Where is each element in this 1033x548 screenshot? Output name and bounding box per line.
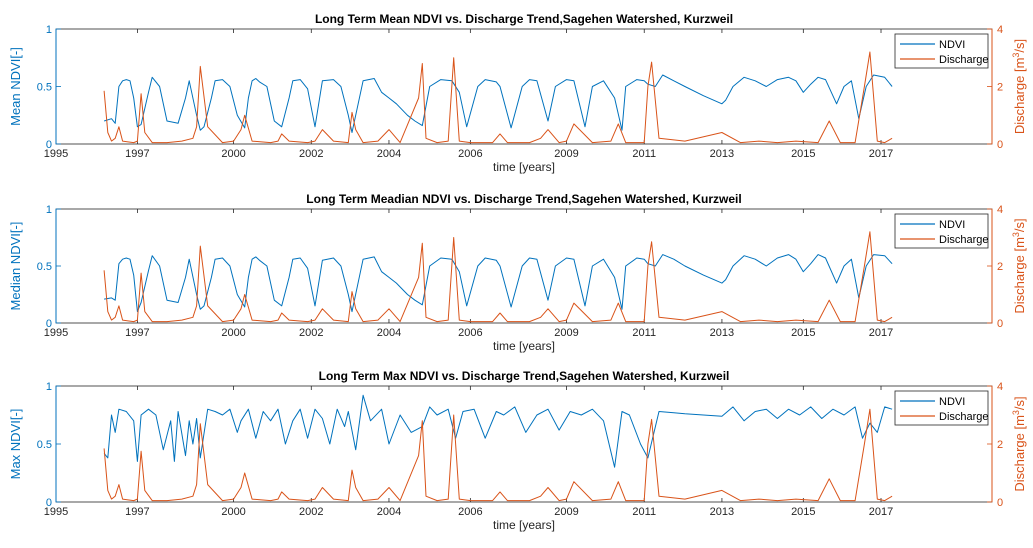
x-tick-label: 1995 xyxy=(44,327,68,339)
x-tick-label: 2017 xyxy=(869,148,893,160)
x-tick-label: 2015 xyxy=(791,327,815,339)
chart-title: Long Term Mean NDVI vs. Discharge Trend,… xyxy=(315,12,733,26)
x-tick-label: 2004 xyxy=(377,506,401,518)
y-left-tick-label: 0.5 xyxy=(37,82,52,94)
series-line-ndvi xyxy=(103,394,893,468)
legend-label-discharge: Discharge xyxy=(939,411,989,423)
series-line-discharge xyxy=(103,408,893,502)
y-right-tick-label: 4 xyxy=(997,381,1003,393)
x-tick-label: 2009 xyxy=(554,148,578,160)
x-tick-label: 2002 xyxy=(299,327,323,339)
x-tick-label: 2015 xyxy=(791,148,815,160)
x-tick-label: 1997 xyxy=(125,327,149,339)
legend-box xyxy=(894,390,989,426)
x-tick-label: 1997 xyxy=(125,506,149,518)
x-tick-label: 2006 xyxy=(458,506,482,518)
legend-label-discharge: Discharge xyxy=(939,54,989,66)
x-tick-label: 1997 xyxy=(125,148,149,160)
legend-box xyxy=(894,33,989,69)
series-line-discharge xyxy=(103,231,893,323)
chart-title: Long Term Max NDVI vs. Discharge Trend,S… xyxy=(319,369,730,383)
x-tick-label: 2011 xyxy=(632,506,656,518)
series-line-discharge xyxy=(103,51,893,144)
y-right-tick-label: 2 xyxy=(997,261,1003,273)
y-right-tick-label: 2 xyxy=(997,439,1003,451)
y-left-tick-label: 1 xyxy=(46,381,52,393)
chart-panel-2: Long Term Meadian NDVI vs. Discharge Tre… xyxy=(8,192,1027,353)
x-tick-label: 2011 xyxy=(632,327,656,339)
chart-title: Long Term Meadian NDVI vs. Discharge Tre… xyxy=(306,192,741,206)
y-left-axis-label: Median NDVI[-] xyxy=(8,222,23,311)
series-line-ndvi xyxy=(104,254,893,313)
legend: NDVI Discharge xyxy=(894,390,989,426)
y-left-tick-label: 0 xyxy=(46,497,52,509)
x-tick-label: 2017 xyxy=(869,506,893,518)
y-left-tick-label: 0 xyxy=(46,318,52,330)
x-tick-label: 2006 xyxy=(458,327,482,339)
x-tick-label: 2002 xyxy=(299,148,323,160)
x-tick-label: 2004 xyxy=(377,327,401,339)
y-right-label-main: Discharge [m xyxy=(1012,58,1027,135)
y-right-tick-label: 0 xyxy=(997,318,1003,330)
y-right-axis-label: Discharge [m3/s] xyxy=(1011,396,1027,491)
x-tick-label: 2015 xyxy=(791,506,815,518)
legend-label-ndvi: NDVI xyxy=(939,39,965,51)
y-right-label-end: /s] xyxy=(1012,396,1027,410)
y-right-label-main: Discharge [m xyxy=(1012,415,1027,492)
chart-panel-1: Long Term Mean NDVI vs. Discharge Trend,… xyxy=(8,12,1027,174)
y-right-label-sup: 3 xyxy=(1011,232,1021,237)
chart-panel-3: Long Term Max NDVI vs. Discharge Trend,S… xyxy=(8,369,1027,532)
x-tick-label: 2013 xyxy=(710,506,734,518)
x-tick-label: 2009 xyxy=(554,506,578,518)
y-right-tick-label: 4 xyxy=(997,204,1003,216)
x-tick-label: 2002 xyxy=(299,506,323,518)
y-right-label-end: /s] xyxy=(1012,39,1027,53)
x-axis-label: time [years] xyxy=(493,160,555,174)
y-right-axis-label: Discharge [m3/s] xyxy=(1011,39,1027,134)
legend: NDVI Discharge xyxy=(894,213,989,249)
y-right-label-sup: 3 xyxy=(1011,53,1021,58)
y-right-label-main: Discharge [m xyxy=(1012,237,1027,314)
x-tick-label: 2000 xyxy=(221,506,245,518)
y-left-axis-label: Mean NDVI[-] xyxy=(8,47,23,126)
y-left-tick-label: 0.5 xyxy=(37,261,52,273)
x-tick-label: 2000 xyxy=(221,148,245,160)
x-tick-label: 1995 xyxy=(44,506,68,518)
x-tick-label: 2013 xyxy=(710,148,734,160)
x-tick-label: 1995 xyxy=(44,148,68,160)
y-right-axis-label: Discharge [m3/s] xyxy=(1011,218,1027,313)
legend-label-discharge: Discharge xyxy=(939,234,989,246)
x-tick-label: 2017 xyxy=(869,327,893,339)
y-left-tick-label: 0 xyxy=(46,139,52,151)
x-tick-label: 2009 xyxy=(554,327,578,339)
x-tick-label: 2013 xyxy=(710,327,734,339)
y-right-label-sup: 3 xyxy=(1011,410,1021,415)
legend-box xyxy=(894,213,989,249)
x-tick-label: 2004 xyxy=(377,148,401,160)
x-tick-label: 2006 xyxy=(458,148,482,160)
legend-label-ndvi: NDVI xyxy=(939,219,965,231)
y-left-tick-label: 1 xyxy=(46,204,52,216)
x-tick-label: 2011 xyxy=(632,148,656,160)
y-right-tick-label: 0 xyxy=(997,139,1003,151)
y-right-label-end: /s] xyxy=(1012,218,1027,232)
legend-label-ndvi: NDVI xyxy=(939,396,965,408)
legend: NDVI Discharge xyxy=(894,33,989,69)
y-left-axis-label: Max NDVI[-] xyxy=(8,409,23,480)
y-left-tick-label: 0.5 xyxy=(37,439,52,451)
x-axis-label: time [years] xyxy=(493,339,555,353)
y-left-tick-label: 1 xyxy=(46,24,52,36)
x-tick-label: 2000 xyxy=(221,327,245,339)
y-right-tick-label: 0 xyxy=(997,497,1003,509)
y-right-tick-label: 4 xyxy=(997,24,1003,36)
y-right-tick-label: 2 xyxy=(997,82,1003,94)
series-line-ndvi xyxy=(103,74,893,133)
x-axis-label: time [years] xyxy=(493,518,555,532)
